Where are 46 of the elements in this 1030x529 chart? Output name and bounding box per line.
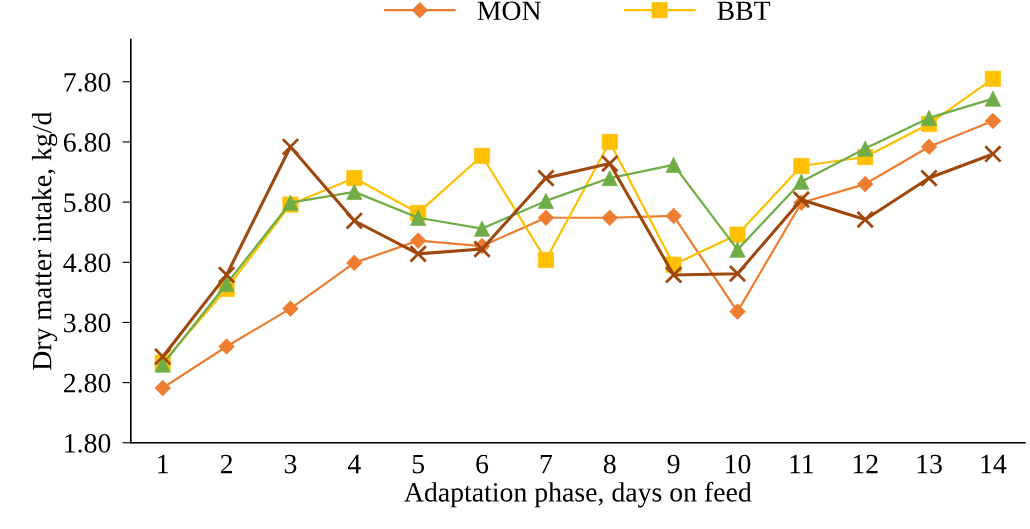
point <box>473 240 492 259</box>
x-tick-label: 9 <box>667 454 680 474</box>
point <box>345 211 364 230</box>
point <box>983 144 1002 164</box>
y-tick-label: 4.80 <box>63 253 111 273</box>
x-tick-label: 4 <box>347 454 361 474</box>
legend-label: MON <box>477 1 541 21</box>
point <box>346 170 363 187</box>
point <box>856 210 875 229</box>
x-tick-label: 8 <box>603 454 616 474</box>
point <box>984 70 1001 87</box>
point <box>346 254 363 272</box>
x-tick-label: 3 <box>284 454 297 474</box>
legend-label: BBT <box>717 1 771 20</box>
point <box>281 137 300 156</box>
point <box>792 190 811 209</box>
x-tick-label: 13 <box>917 454 942 474</box>
point <box>793 158 810 175</box>
point <box>600 154 619 173</box>
point <box>536 169 555 188</box>
point <box>728 264 747 283</box>
point <box>474 147 491 164</box>
x-tick-label: 5 <box>412 454 425 474</box>
y-tick-label: 7.80 <box>64 72 111 92</box>
y-tick-label: 2.80 <box>63 373 111 393</box>
point <box>409 244 428 263</box>
point <box>601 170 618 187</box>
x-tick-label: 14 <box>981 454 1007 474</box>
y-tick-label: 5.80 <box>64 193 111 213</box>
point <box>217 265 236 284</box>
x-axis-title: Adaptation phase, days on feed <box>404 481 752 508</box>
x-tick-label: 1 <box>158 454 169 474</box>
y-tick-label: 1.80 <box>65 433 111 453</box>
x-tick-label: 11 <box>790 454 814 474</box>
point <box>153 347 172 366</box>
y-tick-label: 3.80 <box>64 313 111 333</box>
y-tick-label: 6.80 <box>63 133 111 152</box>
point <box>664 265 683 284</box>
x-tick-label: 7 <box>540 454 553 474</box>
point <box>920 169 939 188</box>
x-tick-label: 6 <box>476 454 489 474</box>
x-tick-label: 10 <box>726 454 751 474</box>
x-tick-label: 2 <box>220 454 233 474</box>
x-tick-label: 12 <box>853 454 878 474</box>
point <box>921 109 938 126</box>
y-axis-title: Dry matter intake, kg/d <box>31 111 58 371</box>
